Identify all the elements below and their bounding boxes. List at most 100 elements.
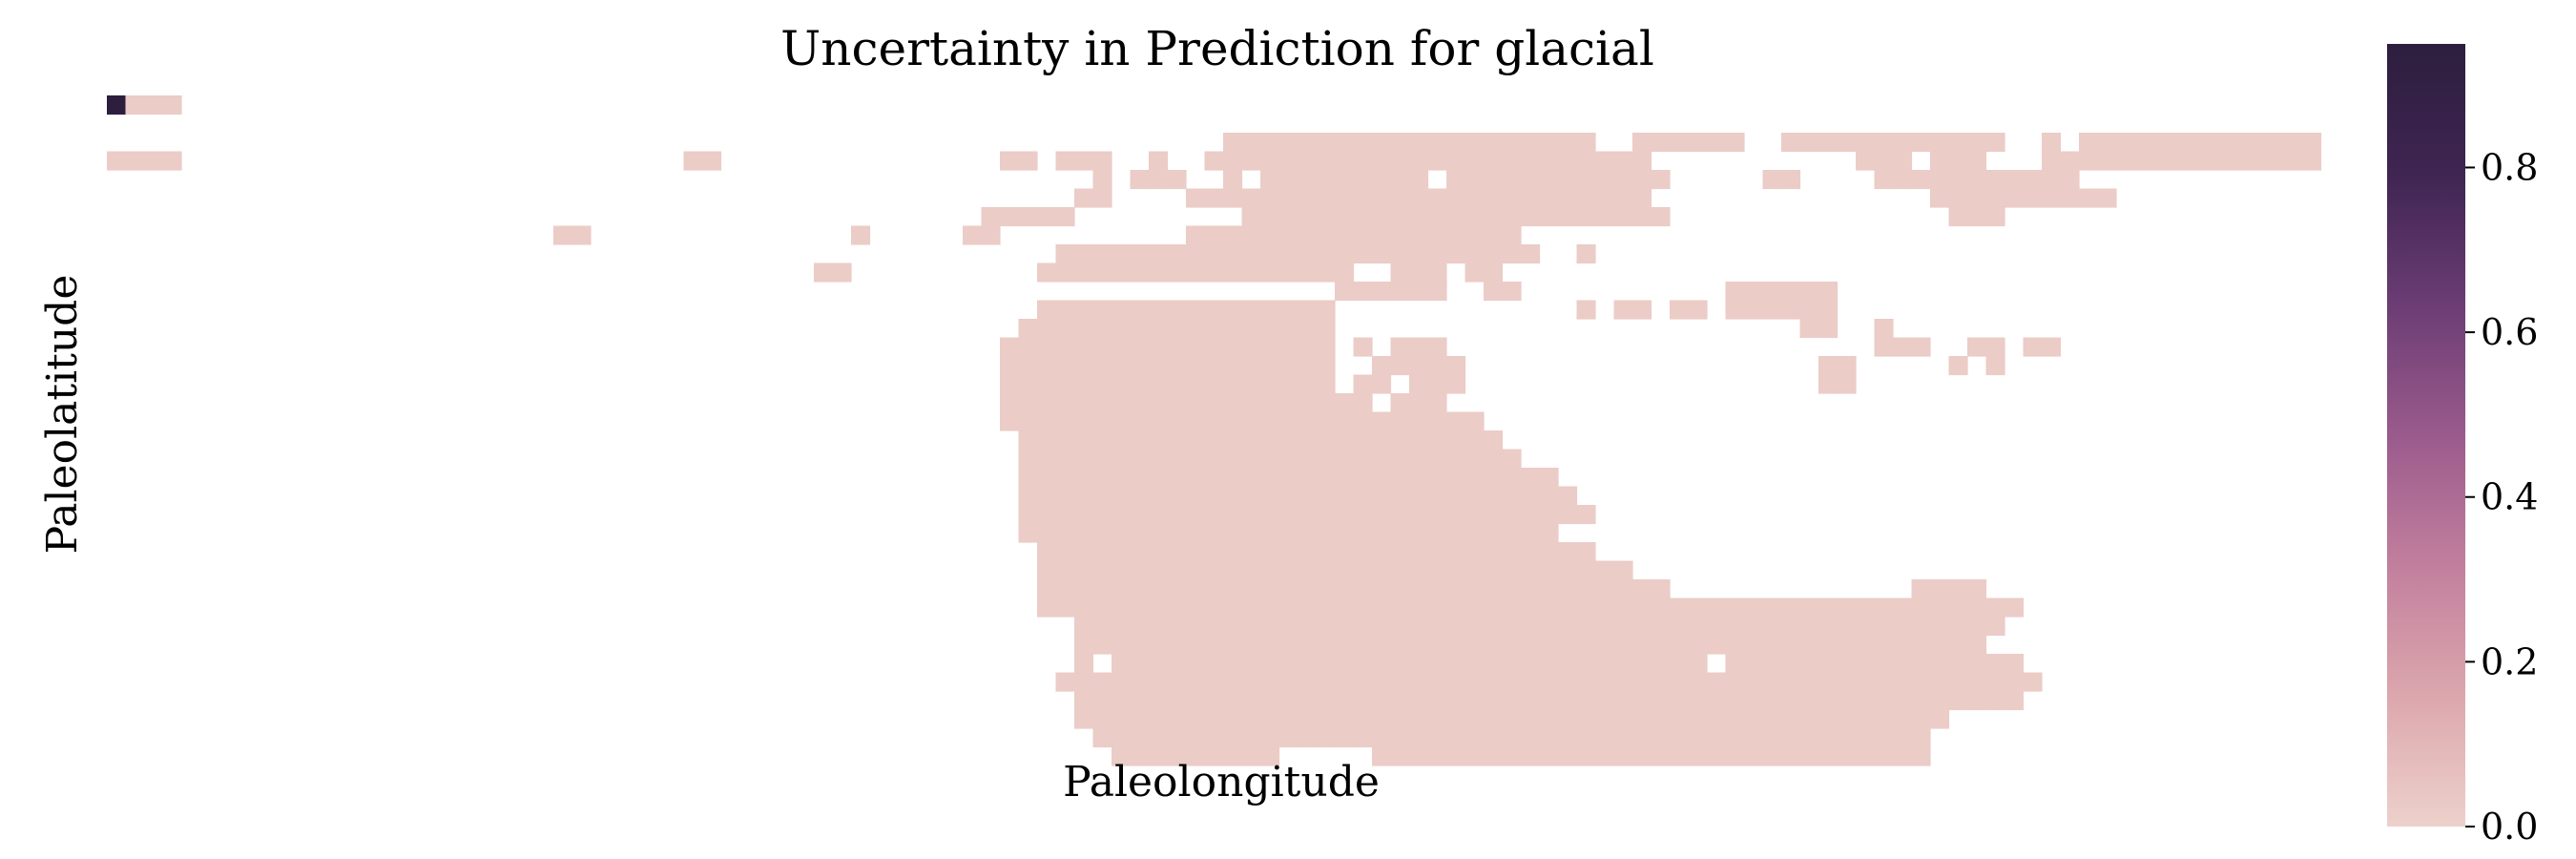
heatmap-cell: [1484, 133, 1504, 153]
heatmap-cell: [1484, 654, 1504, 674]
heatmap-cell: [1278, 449, 1298, 469]
heatmap-cell: [1465, 579, 1485, 599]
heatmap-cell: [1874, 617, 1894, 637]
heatmap-cell: [1948, 672, 1968, 692]
heatmap-cell: [1707, 635, 1727, 655]
heatmap-cell: [1744, 691, 1764, 711]
heatmap-cell: [1725, 282, 1745, 302]
heatmap-cell: [1837, 709, 1857, 729]
heatmap-cell: [1465, 542, 1485, 562]
heatmap-cell: [1985, 672, 2005, 692]
heatmap-cell: [1465, 170, 1485, 190]
heatmap-cell: [1241, 337, 1261, 357]
heatmap-cell: [1985, 133, 2005, 153]
heatmap-cell: [1911, 691, 1931, 711]
heatmap-cell: [1111, 691, 1132, 711]
heatmap-cell: [1427, 597, 1447, 618]
heatmap-cell: [1744, 709, 1764, 729]
heatmap-cell: [1670, 617, 1690, 637]
heatmap-cell: [1762, 635, 1782, 655]
heatmap-cell: [1762, 597, 1782, 618]
heatmap-cell: [1186, 654, 1206, 674]
heatmap-cell: [1409, 542, 1429, 562]
heatmap-cell: [1446, 709, 1466, 729]
heatmap-cell: [1874, 597, 1894, 618]
heatmap-cell: [1725, 654, 1745, 674]
heatmap-cell: [1335, 133, 1355, 153]
heatmap-cell: [2283, 151, 2303, 171]
heatmap-cell: [2116, 133, 2136, 153]
heatmap-cell: [1893, 170, 1913, 190]
heatmap-cell: [1055, 672, 1075, 692]
heatmap-cell: [1353, 188, 1373, 208]
heatmap-cell: [1446, 430, 1466, 450]
x-axis-label: Paleolongitude: [1063, 758, 1380, 807]
heatmap-cell: [1278, 635, 1298, 655]
heatmap-cell: [1948, 617, 1968, 637]
heatmap-cell: [1037, 300, 1057, 320]
heatmap-cell: [2246, 133, 2266, 153]
heatmap-cell: [1055, 207, 1075, 227]
heatmap-cell: [1595, 617, 1615, 637]
heatmap-cell: [1632, 579, 1652, 599]
heatmap-cell: [1092, 523, 1112, 543]
heatmap-cell: [1651, 617, 1671, 637]
heatmap-cell: [2171, 151, 2192, 171]
heatmap-cell: [1278, 486, 1298, 506]
heatmap-cell: [1465, 523, 1485, 543]
heatmap-cell: [1484, 635, 1504, 655]
heatmap-cell: [1502, 709, 1522, 729]
heatmap-cell: [1092, 356, 1112, 376]
heatmap-cell: [1372, 505, 1392, 525]
heatmap-cell: [1223, 244, 1243, 264]
heatmap-cell: [1409, 170, 1429, 190]
heatmap-cell: [1223, 635, 1243, 655]
heatmap-cell: [1856, 617, 1876, 637]
heatmap-cell: [1186, 244, 1206, 264]
heatmap-cell: [2005, 691, 2025, 711]
heatmap-cell: [1353, 468, 1373, 488]
heatmap-cell: [1241, 486, 1261, 506]
heatmap-cell: [1967, 188, 1987, 208]
heatmap-cell: [1818, 319, 1839, 339]
heatmap-cell: [1111, 654, 1132, 674]
heatmap-cell: [1260, 374, 1280, 394]
heatmap-cell: [1893, 151, 1913, 171]
heatmap-cell: [1707, 691, 1727, 711]
heatmap-cell: [1484, 188, 1504, 208]
heatmap-cell: [1149, 523, 1169, 543]
heatmap-cell: [1018, 411, 1038, 431]
heatmap-cell: [1149, 411, 1169, 431]
heatmap-cell: [1223, 468, 1243, 488]
colorbar: 0.0 0.2 0.4 0.6 0.8: [2387, 44, 2538, 848]
heatmap-cell: [1781, 300, 1801, 320]
heatmap-cell: [1353, 207, 1373, 227]
heatmap-cell: [1130, 672, 1150, 692]
heatmap-cell: [1260, 635, 1280, 655]
heatmap-cell: [1446, 133, 1466, 153]
heatmap-cell: [1762, 170, 1782, 190]
heatmap-cell: [1167, 262, 1187, 283]
heatmap-cell: [1260, 728, 1280, 748]
heatmap-cell: [1092, 151, 1112, 171]
heatmap-cell: [1948, 170, 1968, 190]
heatmap-cell: [1111, 523, 1132, 543]
heatmap-cell: [1316, 635, 1336, 655]
heatmap-cell: [1260, 523, 1280, 543]
heatmap-cell: [1465, 560, 1485, 580]
heatmap-cell: [1149, 356, 1169, 376]
heatmap-cell: [1911, 133, 1931, 153]
heatmap-cell: [1223, 542, 1243, 562]
heatmap-cell: [1484, 579, 1504, 599]
heatmap-cell: [1092, 188, 1112, 208]
heatmap-cell: [1260, 505, 1280, 525]
heatmap-cell: [1613, 151, 1633, 171]
heatmap-cell: [1278, 654, 1298, 674]
heatmap-cell: [2005, 654, 2025, 674]
heatmap-cell: [1316, 374, 1336, 394]
heatmap-cell: [1111, 300, 1132, 320]
heatmap-cell: [1316, 430, 1336, 450]
heatmap-cell: [1074, 151, 1094, 171]
heatmap-cell: [1446, 746, 1466, 766]
heatmap-cell: [1353, 430, 1373, 450]
